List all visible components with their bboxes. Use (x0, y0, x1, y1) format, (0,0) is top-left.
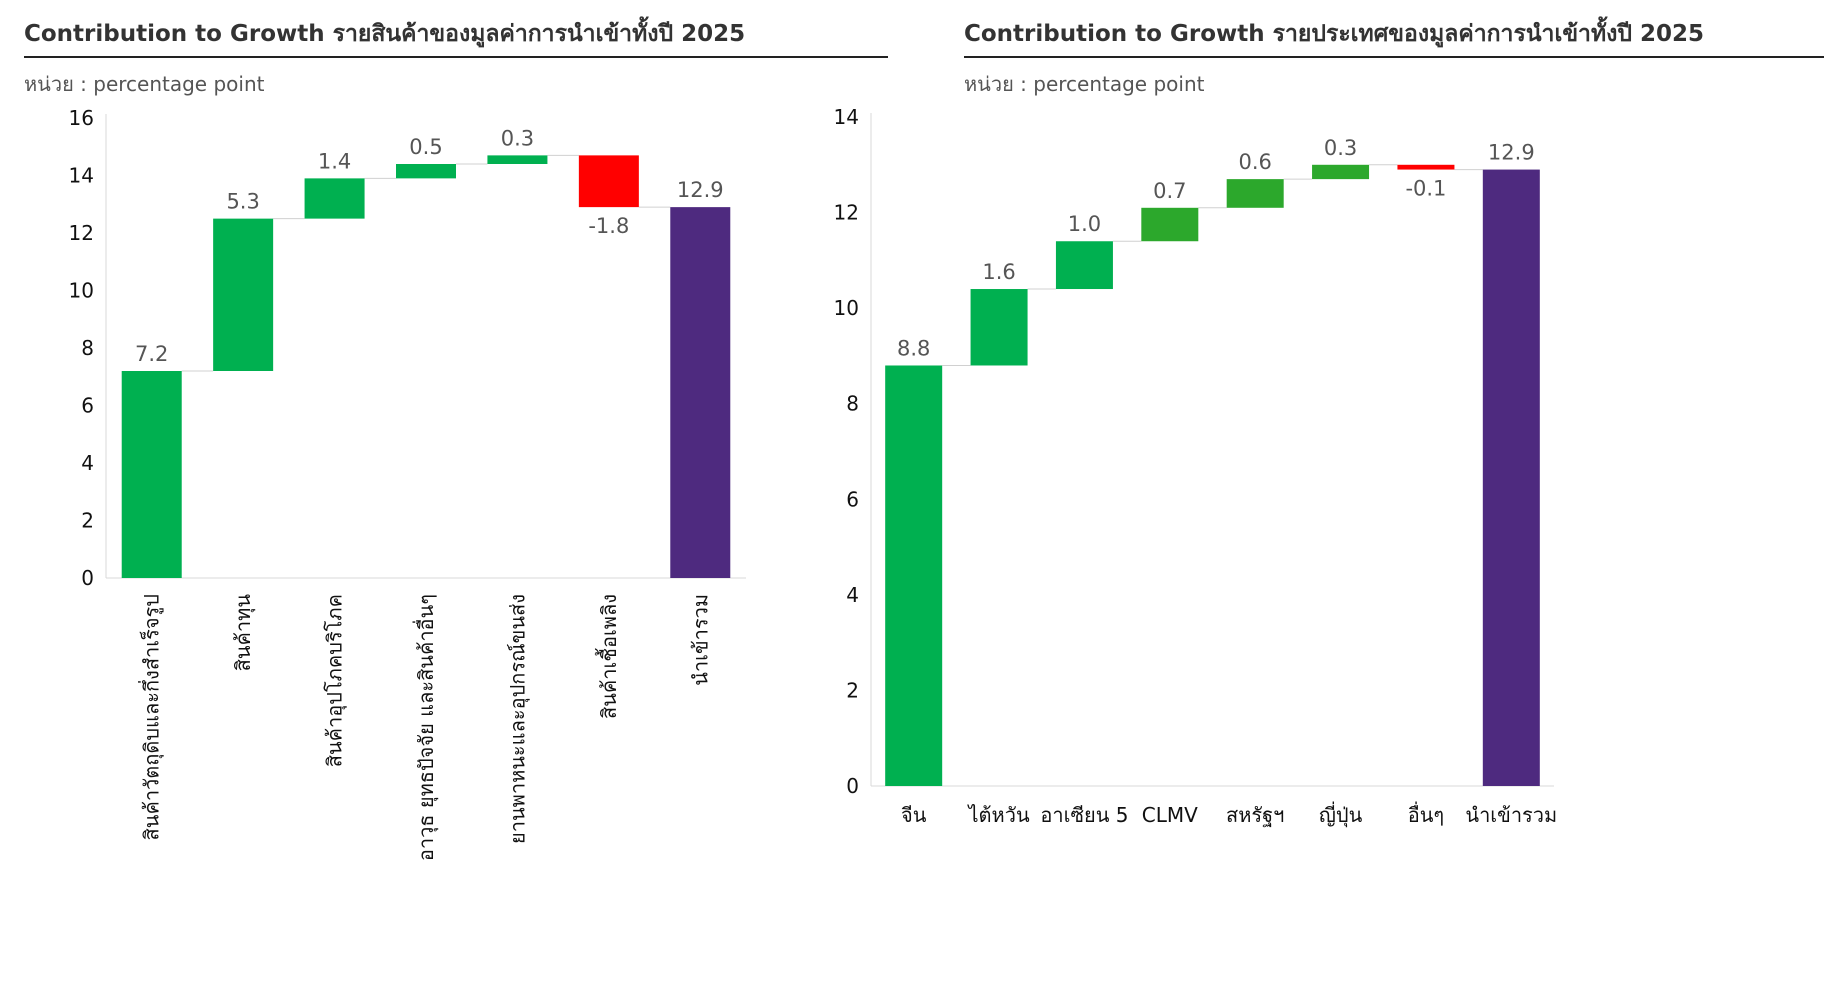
x-category-label: อาเซียน 5 (1040, 803, 1128, 827)
waterfall-chart-products: 0 2 4 6 8 10 12 14 16 7.2 สินค้าวัตถุดิบและกึ่งสำเ… (69, 106, 746, 861)
y-tick-label: 0 (81, 566, 94, 590)
chart-unit-label: หน่วย : percentage point (964, 72, 1205, 96)
chart-unit-label: หน่วย : percentage point (24, 72, 265, 96)
y-tick-label: 2 (846, 678, 859, 702)
bar-1 (970, 289, 1028, 366)
x-category-label: สินค้าอุปโภคบริโภค (323, 594, 348, 767)
y-tick-label: 10 (69, 279, 94, 303)
bar-5 (578, 155, 639, 208)
y-tick-label: 4 (846, 583, 859, 607)
title-divider (24, 56, 888, 58)
data-label: -0.1 (1405, 177, 1446, 201)
chart-title: Contribution to Growth รายสินค้าของมูลค่… (24, 21, 746, 47)
y-tick-label: 8 (846, 392, 859, 416)
bar-0 (885, 365, 943, 786)
bar-4 (1226, 179, 1284, 208)
data-label: 1.6 (982, 260, 1015, 284)
data-label: 0.6 (1238, 150, 1271, 174)
x-category-label: นำเข้ารวม (1465, 803, 1557, 827)
bar-1 (213, 218, 274, 371)
x-category-label: นำเข้ารวม (688, 594, 712, 686)
bar-2 (304, 178, 365, 219)
chart-title: Contribution to Growth รายประเทศของมูลค่… (964, 21, 1704, 47)
bar-2 (1055, 241, 1113, 290)
x-category-label: ยานพาหนะและอุปกรณ์ขนส่ง (505, 594, 530, 844)
data-label: 1.0 (1068, 212, 1101, 236)
bar-4 (487, 155, 548, 164)
data-label: 0.3 (501, 126, 534, 150)
x-category-label: อื่นๆ (1408, 801, 1444, 827)
data-label: 0.3 (1324, 136, 1357, 160)
y-tick-label: 14 (834, 105, 859, 129)
data-label: 0.7 (1153, 179, 1186, 203)
title-divider (964, 56, 1824, 58)
data-label: -1.8 (588, 214, 629, 238)
y-tick-label: 6 (846, 487, 859, 511)
y-tick-label: 14 (69, 164, 94, 188)
data-label: 5.3 (226, 190, 259, 214)
y-tick-label: 6 (81, 394, 94, 418)
bar-3 (396, 164, 456, 179)
y-tick-label: 12 (834, 201, 859, 225)
y-tick-label: 2 (81, 509, 94, 533)
data-label: 12.9 (677, 178, 724, 202)
y-tick-label: 8 (81, 336, 94, 360)
bar-7 (1482, 169, 1540, 787)
y-tick-label: 10 (834, 296, 859, 320)
x-category-label: จีน (901, 803, 927, 827)
y-tick-label: 4 (81, 451, 94, 475)
bar-6 (1397, 164, 1455, 170)
x-category-label: สินค้าทุน (231, 594, 256, 672)
data-label: 8.8 (897, 336, 930, 360)
x-category-label: ญี่ปุ่น (1319, 801, 1363, 828)
waterfall-chart-countries: 0 2 4 6 8 10 12 14 8.8 จีน 1.6 ไต้หวัน 1.0 อาเซียน 5 0… (834, 105, 1558, 828)
x-category-label: สหรัฐฯ (1226, 803, 1284, 827)
bar-6 (670, 207, 731, 578)
bar-0 (121, 371, 182, 578)
x-category-label: CLMV (1142, 803, 1198, 827)
y-tick-label: 0 (846, 774, 859, 798)
x-category-label: สินค้าวัตถุดิบและกึ่งสำเร็จรูป (138, 594, 165, 840)
y-tick-label: 16 (69, 106, 94, 130)
data-label: 7.2 (135, 342, 168, 366)
bar-3 (1141, 207, 1199, 242)
x-category-label: ไต้หวัน (966, 803, 1029, 827)
y-tick-label: 12 (69, 221, 94, 245)
x-category-label: อาวุธ ยุทธปัจจัย และสินค้าอื่นๆ (412, 594, 439, 861)
data-label: 0.5 (409, 135, 442, 159)
x-category-label: สินค้าเชื้อเพลิง (595, 594, 621, 719)
data-label: 12.9 (1488, 141, 1535, 165)
chart-panel-products: Contribution to Growth รายสินค้าของมูลค่… (0, 0, 900, 983)
bar-5 (1312, 164, 1370, 180)
data-label: 1.4 (318, 149, 351, 173)
chart-panel-countries: Contribution to Growth รายประเทศของมูลค่… (834, 0, 1828, 983)
